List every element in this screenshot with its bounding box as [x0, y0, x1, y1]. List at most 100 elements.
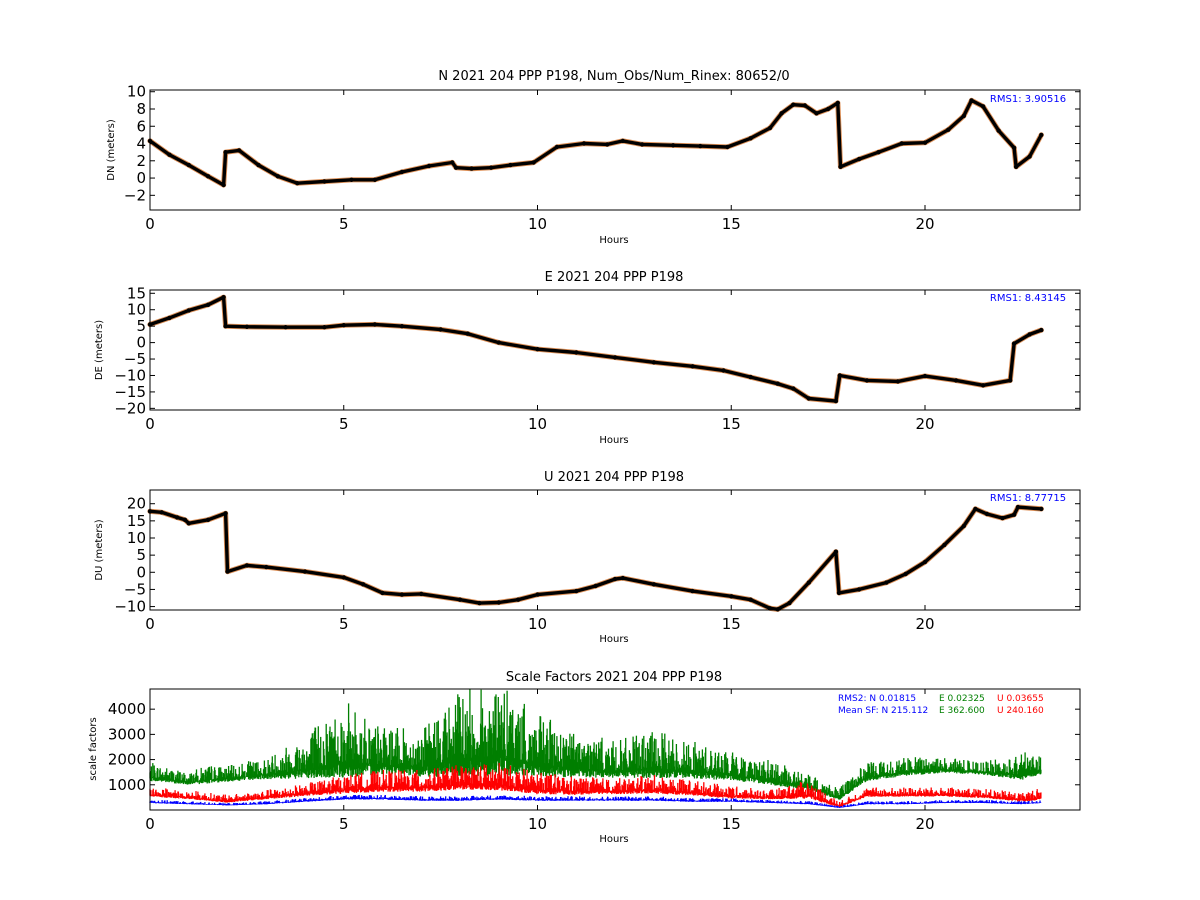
panel-n-series-0-point: [814, 111, 819, 116]
panel-u-series-0-point: [1011, 512, 1017, 517]
panel-u-title: U 2021 204 PPP P198: [544, 470, 684, 485]
panel-e-series-0-point: [574, 350, 579, 355]
panel-n-series-0-point: [223, 150, 228, 155]
panel-u-series-0-point: [775, 607, 780, 612]
panel-u-series-0-point: [1039, 506, 1044, 512]
panel-n-ylabel-text: DN (meters): [106, 119, 117, 181]
panel-sf-mean-e: E 362.600: [939, 706, 985, 716]
panel-n-series-0-point: [698, 143, 703, 149]
panel-u-series-0-point: [399, 592, 405, 597]
panel-u: U 2021 204 PPP P198 DU (meters) Hours RM…: [94, 470, 1081, 645]
panel-u-series-0-point: [244, 563, 250, 568]
panel-e-series-0-line: [148, 295, 1044, 403]
panel-sf-series-1: [149, 762, 1042, 807]
panel-e-xtick-label: 10: [528, 415, 547, 433]
panel-n: N 2021 204 PPP P198, Num_Obs/Num_Rinex: …: [106, 69, 1081, 246]
panel-e-series-0: [147, 294, 1044, 404]
panel-sf-xlabel: Hours: [599, 834, 628, 845]
panel-e-series-0-point: [864, 378, 870, 383]
panel-sf-mean-n: Mean SF: N 215.112: [838, 706, 928, 716]
panel-e: E 2021 204 PPP P198 DE (meters) Hours RM…: [94, 270, 1081, 446]
panel-n-ytick-label: 8: [136, 100, 146, 118]
panel-e-series-0-point: [496, 340, 501, 345]
panel-n-series-0-point: [791, 102, 796, 107]
panel-n-xtick-label: 0: [145, 215, 155, 233]
panel-n-series-0-point: [605, 142, 610, 147]
panel-e-series-0-point: [399, 324, 405, 329]
panel-n-ytick-label: 6: [136, 117, 146, 135]
panel-u-series-0-point: [360, 582, 366, 587]
panel-n-series-0-point: [876, 150, 881, 155]
panel-u-series-0-point: [836, 590, 842, 596]
panel-n-series-0-point: [256, 162, 261, 168]
panel-e-ytick-label: 0: [136, 334, 146, 352]
panel-n-series-0-point: [186, 162, 191, 168]
panel-n-series-0-point: [838, 164, 843, 169]
panel-u-series-0-point: [767, 606, 773, 611]
panel-u-series-0-point: [620, 575, 625, 581]
panel-e-series-0-point: [1027, 332, 1032, 337]
panel-sf-ylabel: scale factors: [88, 717, 99, 780]
panel-e-series-0-point: [953, 378, 959, 383]
panel-n-series-0-point: [399, 169, 405, 175]
panel-u-series-0-point: [223, 511, 228, 516]
panel-e-ytick-label: 10: [127, 301, 146, 319]
panel-u-series-0-point: [182, 517, 188, 522]
panel-n-series-0-point: [295, 181, 300, 186]
panel-n-series-0-point: [221, 182, 226, 188]
panel-u-series-0-point: [806, 580, 811, 585]
panel-n-series-0-point: [1027, 154, 1032, 159]
panel-u-series-0-point: [535, 592, 540, 597]
panel-e-series-0-point: [980, 383, 986, 388]
panel-u-series-0-point: [380, 590, 385, 596]
panel-u-xtick-label: 15: [722, 615, 741, 633]
panel-e-series-0-point: [535, 347, 540, 352]
panel-u-series-0-point: [729, 594, 734, 599]
panel-e-series-0-point: [186, 308, 191, 313]
panel-n-series-0-point: [426, 163, 432, 169]
panel-u-xtick-label: 0: [145, 615, 155, 633]
panel-sf-rms2-n: RMS2: N 0.01815: [838, 694, 916, 704]
panel-u-marks: [147, 504, 1044, 612]
panel-e-series-0-point: [341, 323, 346, 328]
panel-n-series-0-point: [554, 144, 560, 150]
panel-sf-series-0: [149, 689, 1042, 800]
panel-e-series-0-point: [922, 373, 928, 379]
panel-e-series-0-point: [1008, 378, 1013, 383]
panel-u-series-0-point: [748, 597, 753, 602]
panel-n-series-0-point: [1011, 145, 1017, 150]
panel-u-ytick-label: 15: [127, 512, 146, 530]
panel-e-series-0-point: [221, 295, 226, 300]
panel-e-ytick-label: −20: [114, 399, 146, 417]
panel-n-series-0-point: [946, 127, 951, 132]
panel-u-series-0-point: [205, 517, 211, 522]
panel-n-series-0: [147, 97, 1044, 188]
panel-e-xlabel: Hours: [599, 435, 628, 446]
panel-u-series-0-point: [612, 576, 618, 582]
panel-e-series-0-point: [465, 331, 470, 336]
panel-e-series-0-point: [833, 398, 839, 404]
panel-u-xlabel: Hours: [599, 634, 628, 645]
panel-u-series-0-point: [651, 582, 656, 587]
panel-n-series-0-point: [639, 142, 645, 147]
panel-n-series-0-point: [1013, 164, 1019, 169]
panel-u-ytick-label: 0: [136, 563, 146, 581]
panel-n-series-0-point: [825, 106, 831, 112]
panel-u-series-0-point: [574, 588, 579, 594]
panel-e-ytick-label: −15: [114, 383, 146, 401]
panel-e-series-0-point: [748, 374, 753, 380]
panel-e-series-0-point: [837, 373, 842, 378]
panel-e-series-0-point: [1039, 327, 1044, 333]
panel-u-series-0-point: [690, 588, 695, 594]
panel-n-xlabel: Hours: [599, 235, 628, 246]
panel-n-series-0-point: [1039, 132, 1044, 138]
panel-u-ytick-label: −10: [114, 598, 146, 616]
panel-n-series-0-point: [488, 165, 494, 170]
panel-n-series-0-point: [899, 141, 904, 146]
panel-u-series-0-point: [903, 571, 908, 577]
panel-e-series-0-point: [322, 325, 327, 330]
panel-n-frame: [149, 89, 1081, 211]
